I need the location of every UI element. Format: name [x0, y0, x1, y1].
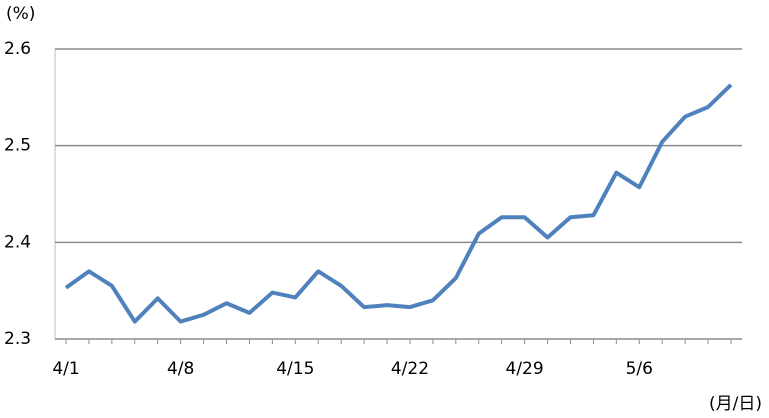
y-tick-label: 2.6	[4, 39, 31, 59]
x-tick-label: 5/6	[626, 359, 653, 379]
x-tick-label: 4/8	[167, 359, 194, 379]
x-axis-unit: (月/日)	[709, 394, 762, 414]
y-tick-label: 2.5	[4, 136, 31, 156]
x-tick-label: 4/1	[52, 359, 79, 379]
y-tick-label: 2.3	[4, 329, 31, 349]
x-tick-label: 4/29	[506, 359, 544, 379]
line-series	[64, 83, 733, 324]
x-tick-label: 4/15	[276, 359, 314, 379]
y-axis-unit: (%)	[6, 4, 35, 24]
y-tick-label: 2.4	[4, 232, 31, 252]
x-tick-label: 4/22	[391, 359, 429, 379]
